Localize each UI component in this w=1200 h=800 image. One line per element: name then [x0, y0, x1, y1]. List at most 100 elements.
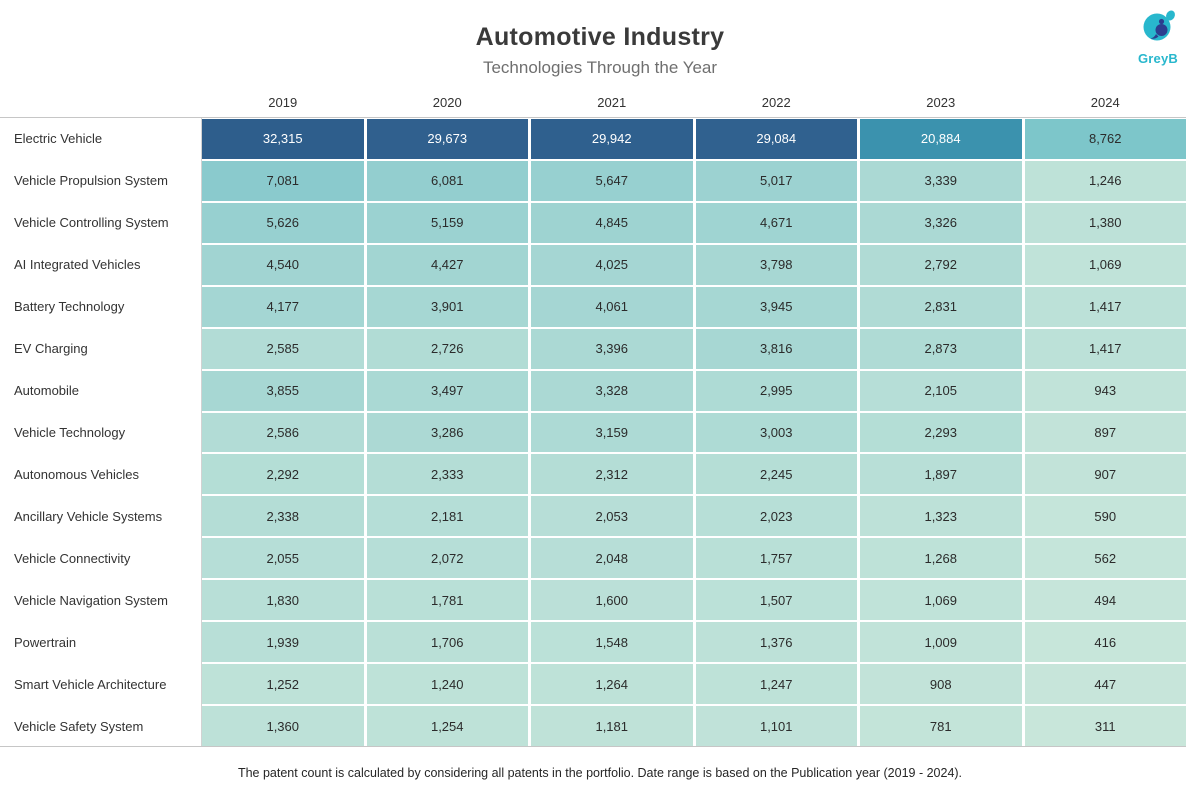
heatmap-cell[interactable]: 1,380 — [1024, 202, 1186, 243]
row-label[interactable]: Electric Vehicle — [0, 119, 199, 159]
row-label[interactable]: Powertrain — [0, 622, 199, 663]
heatmap-cell[interactable]: 3,339 — [860, 160, 1022, 201]
heatmap-cell[interactable]: 2,726 — [366, 328, 528, 369]
heatmap-cell[interactable]: 1,781 — [366, 580, 528, 621]
heatmap-cell[interactable]: 6,081 — [366, 160, 528, 201]
row-label[interactable]: Vehicle Propulsion System — [0, 160, 199, 201]
heatmap-cell[interactable]: 29,084 — [695, 119, 857, 159]
year-header[interactable]: 2019 — [268, 95, 298, 110]
row-label[interactable]: Vehicle Technology — [0, 412, 199, 453]
heatmap-cell[interactable]: 2,333 — [366, 454, 528, 495]
heatmap-cell[interactable]: 447 — [1024, 664, 1186, 705]
heatmap-cell[interactable]: 2,995 — [695, 370, 857, 411]
heatmap-cell[interactable]: 1,507 — [695, 580, 857, 621]
heatmap-cell[interactable]: 29,942 — [531, 119, 693, 159]
heatmap-cell[interactable]: 1,417 — [1024, 328, 1186, 369]
heatmap-cell[interactable]: 8,762 — [1024, 119, 1186, 159]
row-label[interactable]: Ancillary Vehicle Systems — [0, 496, 199, 537]
heatmap-cell[interactable]: 1,268 — [860, 538, 1022, 579]
heatmap-cell[interactable]: 3,328 — [531, 370, 693, 411]
year-header[interactable]: 2021 — [597, 95, 627, 110]
heatmap-cell[interactable]: 2,585 — [202, 328, 364, 369]
heatmap-cell[interactable]: 2,181 — [366, 496, 528, 537]
heatmap-cell[interactable]: 1,417 — [1024, 286, 1186, 327]
heatmap-cell[interactable]: 2,072 — [366, 538, 528, 579]
heatmap-cell[interactable]: 3,159 — [531, 412, 693, 453]
heatmap-cell[interactable]: 5,017 — [695, 160, 857, 201]
heatmap-cell[interactable]: 3,945 — [695, 286, 857, 327]
heatmap-cell[interactable]: 416 — [1024, 622, 1186, 663]
heatmap-cell[interactable]: 1,101 — [695, 706, 857, 746]
year-header[interactable]: 2024 — [1090, 95, 1120, 110]
row-label[interactable]: Autonomous Vehicles — [0, 454, 199, 495]
heatmap-cell[interactable]: 1,360 — [202, 706, 364, 746]
heatmap-cell[interactable]: 1,264 — [531, 664, 693, 705]
row-label[interactable]: Vehicle Safety System — [0, 706, 199, 746]
heatmap-cell[interactable]: 2,053 — [531, 496, 693, 537]
heatmap-cell[interactable]: 3,855 — [202, 370, 364, 411]
heatmap-cell[interactable]: 4,845 — [531, 202, 693, 243]
heatmap-cell[interactable]: 1,009 — [860, 622, 1022, 663]
row-label[interactable]: Vehicle Navigation System — [0, 580, 199, 621]
heatmap-cell[interactable]: 4,061 — [531, 286, 693, 327]
heatmap-cell[interactable]: 1,548 — [531, 622, 693, 663]
heatmap-cell[interactable]: 1,897 — [860, 454, 1022, 495]
heatmap-cell[interactable]: 2,586 — [202, 412, 364, 453]
heatmap-cell[interactable]: 4,177 — [202, 286, 364, 327]
heatmap-cell[interactable]: 1,069 — [1024, 244, 1186, 285]
heatmap-cell[interactable]: 4,671 — [695, 202, 857, 243]
heatmap-cell[interactable]: 781 — [860, 706, 1022, 746]
heatmap-cell[interactable]: 1,757 — [695, 538, 857, 579]
year-header[interactable]: 2020 — [432, 95, 462, 110]
heatmap-cell[interactable]: 2,338 — [202, 496, 364, 537]
heatmap-cell[interactable]: 1,376 — [695, 622, 857, 663]
row-label[interactable]: AI Integrated Vehicles — [0, 244, 199, 285]
heatmap-cell[interactable]: 1,247 — [695, 664, 857, 705]
heatmap-cell[interactable]: 3,816 — [695, 328, 857, 369]
heatmap-cell[interactable]: 1,069 — [860, 580, 1022, 621]
row-label[interactable]: Battery Technology — [0, 286, 199, 327]
heatmap-cell[interactable]: 4,025 — [531, 244, 693, 285]
heatmap-cell[interactable]: 2,055 — [202, 538, 364, 579]
heatmap-cell[interactable]: 1,254 — [366, 706, 528, 746]
heatmap-cell[interactable]: 2,792 — [860, 244, 1022, 285]
heatmap-cell[interactable]: 2,312 — [531, 454, 693, 495]
heatmap-cell[interactable]: 3,326 — [860, 202, 1022, 243]
heatmap-cell[interactable]: 897 — [1024, 412, 1186, 453]
heatmap-cell[interactable]: 29,673 — [366, 119, 528, 159]
heatmap-cell[interactable]: 1,600 — [531, 580, 693, 621]
heatmap-cell[interactable]: 2,831 — [860, 286, 1022, 327]
heatmap-cell[interactable]: 590 — [1024, 496, 1186, 537]
heatmap-cell[interactable]: 5,647 — [531, 160, 693, 201]
row-label[interactable]: Automobile — [0, 370, 199, 411]
heatmap-cell[interactable]: 1,830 — [202, 580, 364, 621]
row-label[interactable]: Smart Vehicle Architecture — [0, 664, 199, 705]
heatmap-cell[interactable]: 2,292 — [202, 454, 364, 495]
heatmap-cell[interactable]: 943 — [1024, 370, 1186, 411]
heatmap-cell[interactable]: 2,048 — [531, 538, 693, 579]
row-label[interactable]: Vehicle Connectivity — [0, 538, 199, 579]
heatmap-cell[interactable]: 3,396 — [531, 328, 693, 369]
heatmap-cell[interactable]: 1,246 — [1024, 160, 1186, 201]
heatmap-cell[interactable]: 562 — [1024, 538, 1186, 579]
heatmap-cell[interactable]: 3,497 — [366, 370, 528, 411]
heatmap-cell[interactable]: 908 — [860, 664, 1022, 705]
heatmap-cell[interactable]: 2,245 — [695, 454, 857, 495]
heatmap-cell[interactable]: 3,286 — [366, 412, 528, 453]
heatmap-cell[interactable]: 1,240 — [366, 664, 528, 705]
heatmap-cell[interactable]: 32,315 — [202, 119, 364, 159]
row-label[interactable]: EV Charging — [0, 328, 199, 369]
heatmap-cell[interactable]: 20,884 — [860, 119, 1022, 159]
heatmap-cell[interactable]: 2,105 — [860, 370, 1022, 411]
heatmap-cell[interactable]: 4,540 — [202, 244, 364, 285]
row-label[interactable]: Vehicle Controlling System — [0, 202, 199, 243]
heatmap-cell[interactable]: 2,873 — [860, 328, 1022, 369]
heatmap-cell[interactable]: 2,023 — [695, 496, 857, 537]
heatmap-cell[interactable]: 1,706 — [366, 622, 528, 663]
heatmap-cell[interactable]: 3,003 — [695, 412, 857, 453]
year-header[interactable]: 2023 — [926, 95, 956, 110]
heatmap-cell[interactable]: 907 — [1024, 454, 1186, 495]
heatmap-cell[interactable]: 2,293 — [860, 412, 1022, 453]
year-header[interactable]: 2022 — [761, 95, 791, 110]
heatmap-cell[interactable]: 1,252 — [202, 664, 364, 705]
